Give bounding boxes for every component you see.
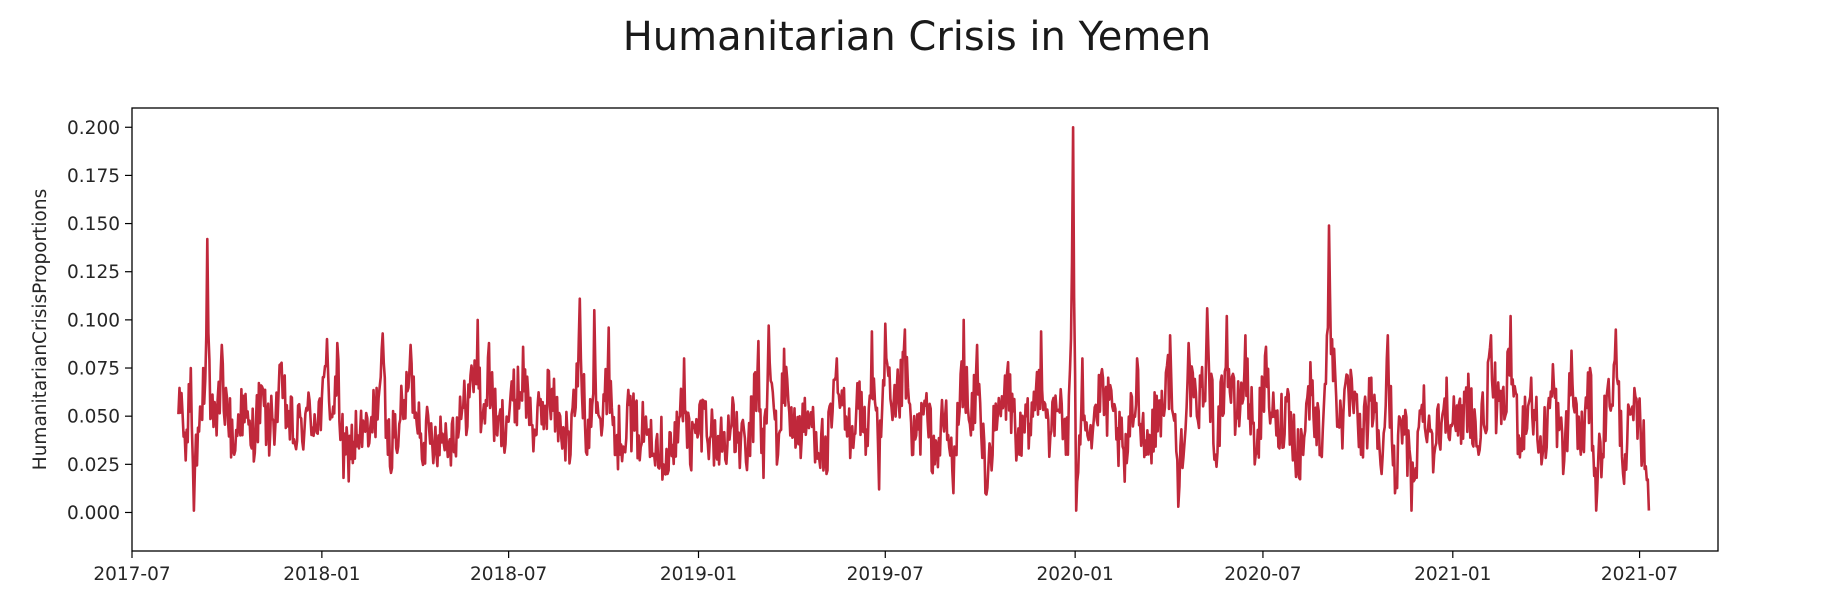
y-tick-label: 0.200 xyxy=(67,118,120,139)
x-tick-label: 2021-01 xyxy=(1414,564,1491,585)
y-tick-label: 0.025 xyxy=(67,455,120,476)
x-axis-ticks: 2017-07 2018-01 2018-07 2019-01 2019-07 2020-… xyxy=(93,551,1678,585)
x-tick-label: 2019-01 xyxy=(660,564,737,585)
plot-frame xyxy=(131,107,1719,552)
x-tick-label: 2018-01 xyxy=(283,564,360,585)
x-tick-label: 2020-07 xyxy=(1224,564,1301,585)
y-tick-label: 0.075 xyxy=(67,359,120,380)
series-line xyxy=(177,126,1651,512)
x-tick-label: 2019-07 xyxy=(847,564,924,585)
chart-title: Humanitarian Crisis in Yemen xyxy=(622,14,1212,60)
x-tick-label: 2021-07 xyxy=(1601,564,1678,585)
y-axis-ticks: 0.000 0.025 0.050 0.075 0.100 0.125 0.150 0.175… xyxy=(67,118,132,524)
y-tick-label: 0.175 xyxy=(67,166,120,187)
x-tick-label: 2020-01 xyxy=(1036,564,1113,585)
y-tick-label: 0.150 xyxy=(67,214,120,235)
y-axis-label: HumanitarianCrisisProportions xyxy=(30,189,51,470)
y-tick-label: 0.050 xyxy=(67,407,120,428)
y-tick-label: 0.100 xyxy=(67,310,120,331)
x-tick-label: 2018-07 xyxy=(470,564,547,585)
y-tick-label: 0.125 xyxy=(67,262,120,283)
x-tick-label: 2017-07 xyxy=(93,564,170,585)
y-tick-label: 0.000 xyxy=(67,503,120,524)
